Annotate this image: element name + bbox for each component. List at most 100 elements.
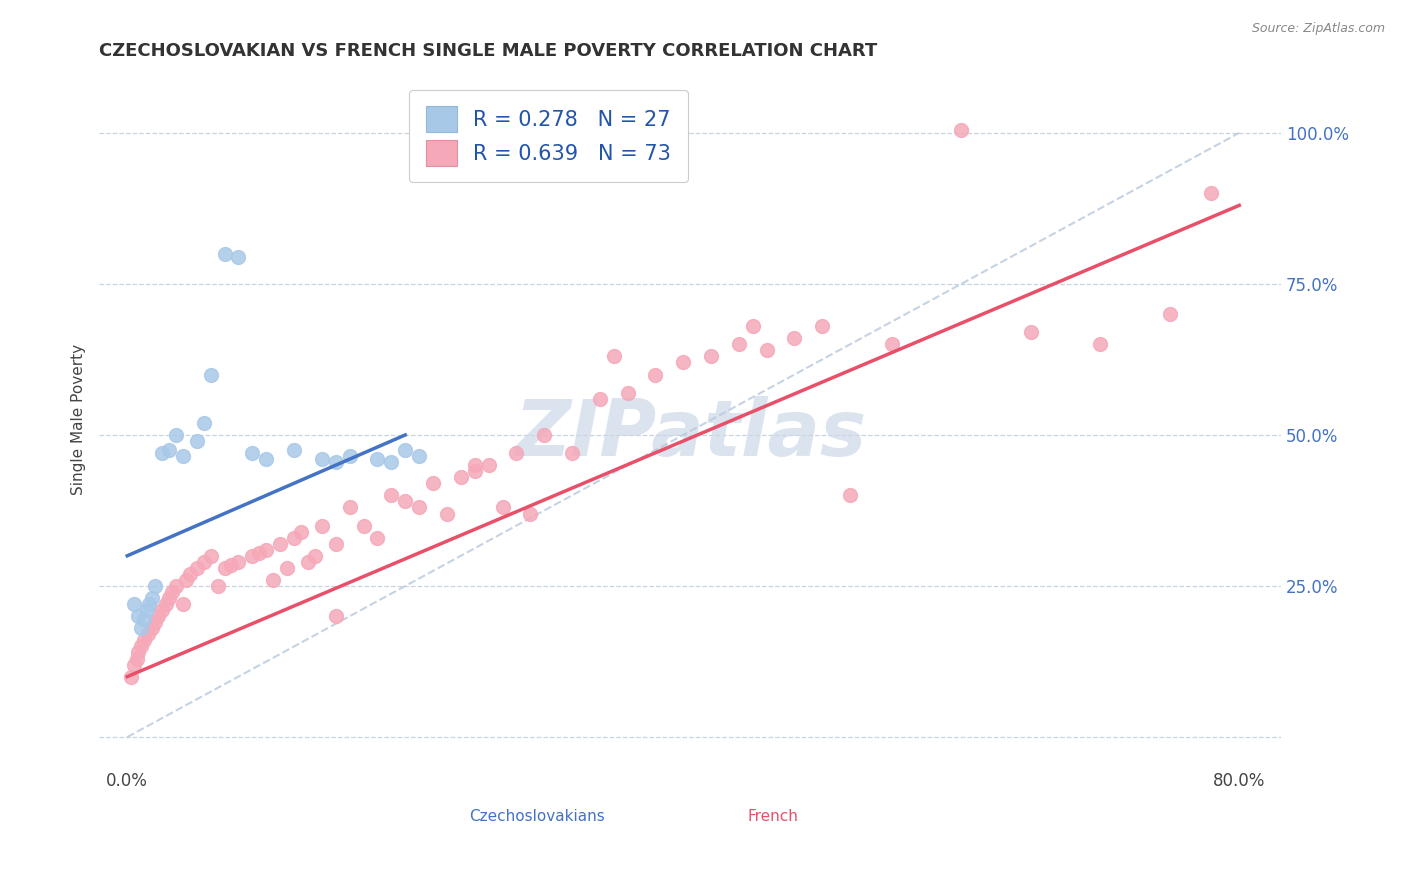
Point (254, 452, 277, 467)
Point (408, 449, 430, 463)
Point (339, 500, 361, 515)
Point (228, 555, 250, 569)
Point (200, 549, 222, 563)
Point (464, 458, 486, 472)
Point (146, 609, 169, 624)
Point (135, 603, 157, 617)
Text: Czechoslovakians: Czechoslovakians (468, 809, 605, 824)
Point (304, 549, 326, 563)
Point (136, 627, 159, 641)
Point (1159, 307, 1181, 321)
Point (125, 651, 148, 665)
Point (127, 609, 149, 624)
Text: CZECHOSLOVAKIAN VS FRENCH SINGLE MALE POVERTY CORRELATION CHART: CZECHOSLOVAKIAN VS FRENCH SINGLE MALE PO… (100, 42, 877, 60)
Point (186, 434, 208, 448)
Point (143, 579, 166, 593)
Point (141, 621, 163, 635)
Point (165, 428, 187, 442)
Point (193, 416, 215, 430)
Point (353, 518, 375, 533)
Point (283, 443, 305, 458)
Point (240, 549, 263, 563)
Point (880, 337, 903, 351)
Point (157, 591, 180, 606)
Point (129, 640, 152, 654)
Point (247, 546, 270, 560)
Point (672, 355, 695, 369)
Point (589, 392, 612, 406)
Point (132, 633, 155, 648)
Point (325, 537, 347, 551)
Point (129, 621, 152, 635)
Point (157, 443, 180, 458)
Point (950, 123, 973, 137)
Point (380, 488, 402, 502)
Point (150, 603, 173, 617)
Point (311, 518, 333, 533)
Point (214, 246, 236, 260)
Point (366, 531, 388, 545)
Point (269, 537, 291, 551)
Point (179, 566, 201, 581)
Y-axis label: Single Male Poverty: Single Male Poverty (72, 344, 86, 495)
Point (214, 561, 236, 575)
Point (422, 476, 444, 491)
Point (290, 524, 312, 539)
Point (325, 455, 347, 469)
Point (727, 337, 749, 351)
Point (505, 446, 527, 460)
Point (700, 350, 723, 364)
Point (172, 449, 194, 463)
Point (141, 591, 163, 606)
Point (408, 500, 430, 515)
Point (616, 385, 638, 400)
Point (120, 670, 142, 684)
Point (450, 470, 472, 484)
Point (533, 428, 555, 442)
Point (380, 455, 402, 469)
Point (339, 449, 361, 463)
Point (561, 446, 583, 460)
Point (491, 500, 513, 515)
Point (143, 615, 166, 630)
Point (127, 645, 149, 659)
Point (811, 319, 834, 334)
Text: French: French (748, 809, 799, 824)
Point (228, 250, 250, 264)
Point (755, 343, 778, 358)
Point (311, 452, 333, 467)
Point (394, 494, 416, 508)
Point (186, 561, 208, 575)
Point (519, 507, 541, 521)
Point (221, 558, 243, 572)
Point (1090, 337, 1112, 351)
Point (174, 573, 197, 587)
Point (464, 464, 486, 478)
Point (297, 555, 319, 569)
Point (283, 531, 305, 545)
Point (436, 507, 458, 521)
Point (172, 597, 194, 611)
Point (132, 612, 155, 626)
Point (1201, 186, 1223, 201)
Point (193, 555, 215, 569)
Point (276, 561, 298, 575)
Text: ZIPatlas: ZIPatlas (515, 396, 866, 472)
Point (254, 542, 277, 557)
Point (160, 585, 183, 599)
Point (200, 368, 222, 382)
Point (1019, 325, 1042, 339)
Point (325, 609, 347, 624)
Legend: R = 0.278   N = 27, R = 0.639   N = 73: R = 0.278 N = 27, R = 0.639 N = 73 (409, 90, 688, 182)
Point (644, 368, 666, 382)
Point (262, 573, 284, 587)
Point (741, 319, 763, 334)
Point (394, 443, 416, 458)
Point (366, 452, 388, 467)
Text: Source: ZipAtlas.com: Source: ZipAtlas.com (1251, 22, 1385, 36)
Point (165, 579, 187, 593)
Point (783, 331, 806, 345)
Point (155, 597, 177, 611)
Point (603, 350, 626, 364)
Point (122, 657, 145, 672)
